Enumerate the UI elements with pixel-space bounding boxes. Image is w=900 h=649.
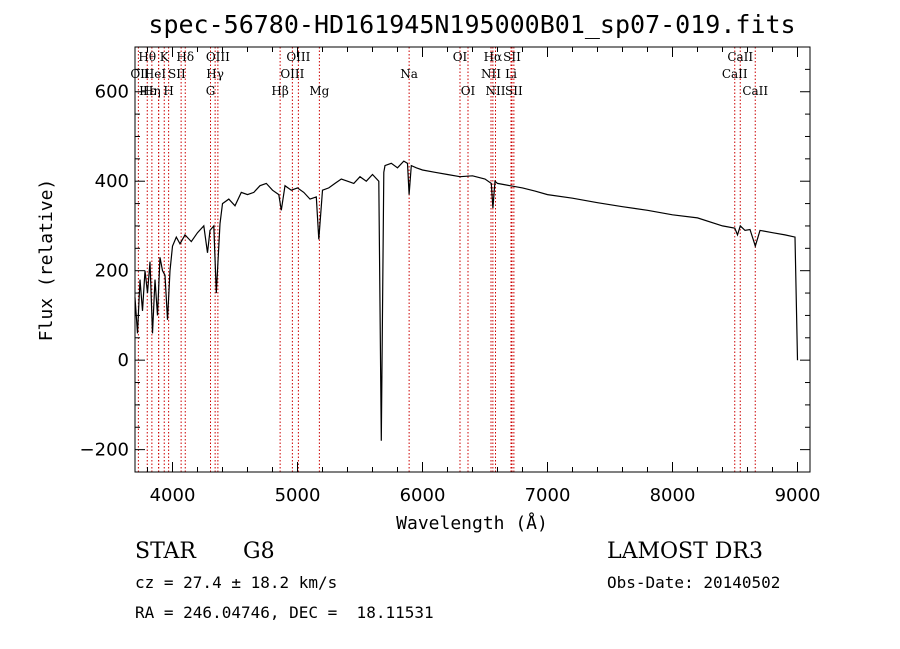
- y-tick-label: 400: [95, 171, 129, 192]
- y-tick-label: −200: [80, 440, 129, 461]
- x-tick-label: 8000: [650, 485, 696, 506]
- chart-title: spec-56780-HD161945N195000B01_sp07-019.f…: [148, 10, 795, 39]
- line-label: Mg: [309, 84, 329, 98]
- y-axis-ticks: −200 0 200 400 600: [80, 46, 810, 473]
- y-tick-label: 0: [118, 350, 129, 371]
- spectral-line-markers: [137, 47, 756, 472]
- x-tick-label: 4000: [150, 485, 196, 506]
- y-tick-label: 200: [95, 261, 129, 282]
- line-label: Hδ: [176, 50, 194, 64]
- line-label: Hβ: [271, 84, 288, 98]
- line-label: K: [160, 50, 170, 64]
- line-label: Hγ: [206, 67, 224, 81]
- x-axis-ticks: 4000 5000 6000 7000 8000 9000: [147, 47, 821, 506]
- line-label: CaII: [722, 67, 748, 81]
- line-label: SII: [505, 84, 523, 98]
- line-label: G: [206, 84, 216, 98]
- line-label: CaII: [727, 50, 753, 64]
- x-tick-label: 9000: [775, 485, 821, 506]
- line-label: SII: [503, 50, 521, 64]
- line-label: Na: [400, 67, 418, 81]
- line-label: Hη: [143, 84, 161, 98]
- line-label: OIII: [280, 67, 304, 81]
- observation-date: Obs-Date: 20140502: [607, 573, 781, 592]
- line-label: OI: [461, 84, 476, 98]
- survey-name: LAMOST DR3: [607, 539, 763, 564]
- line-label: OIII: [206, 50, 230, 64]
- line-label: OI: [453, 50, 468, 64]
- line-label: HeI: [144, 67, 167, 81]
- object-type: STAR: [135, 539, 196, 564]
- line-label: NII: [481, 67, 501, 81]
- x-tick-label: 5000: [275, 485, 321, 506]
- x-tick-label: 7000: [525, 485, 571, 506]
- redshift-velocity: cz = 27.4 ± 18.2 km/s: [135, 573, 338, 592]
- line-label: NII: [486, 84, 506, 98]
- line-label: Li: [505, 67, 517, 81]
- line-label: OIII: [286, 50, 310, 64]
- object-subclass: G8: [243, 539, 275, 564]
- x-tick-label: 6000: [400, 485, 446, 506]
- spectrum-series: [134, 160, 799, 441]
- line-label: H: [163, 84, 173, 98]
- y-axis-label: Flux (relative): [36, 179, 57, 342]
- x-axis-label: Wavelength (Å): [396, 512, 548, 534]
- y-tick-label: 600: [95, 82, 129, 103]
- coordinates: RA = 246.04746, DEC = 18.11531: [135, 603, 434, 622]
- line-label: Hθ: [138, 50, 156, 64]
- line-label: Hε: [139, 84, 156, 98]
- line-label: CaII: [742, 84, 768, 98]
- line-label: SII: [168, 67, 186, 81]
- plot-frame: [134, 46, 811, 473]
- line-label: Hα: [484, 50, 503, 64]
